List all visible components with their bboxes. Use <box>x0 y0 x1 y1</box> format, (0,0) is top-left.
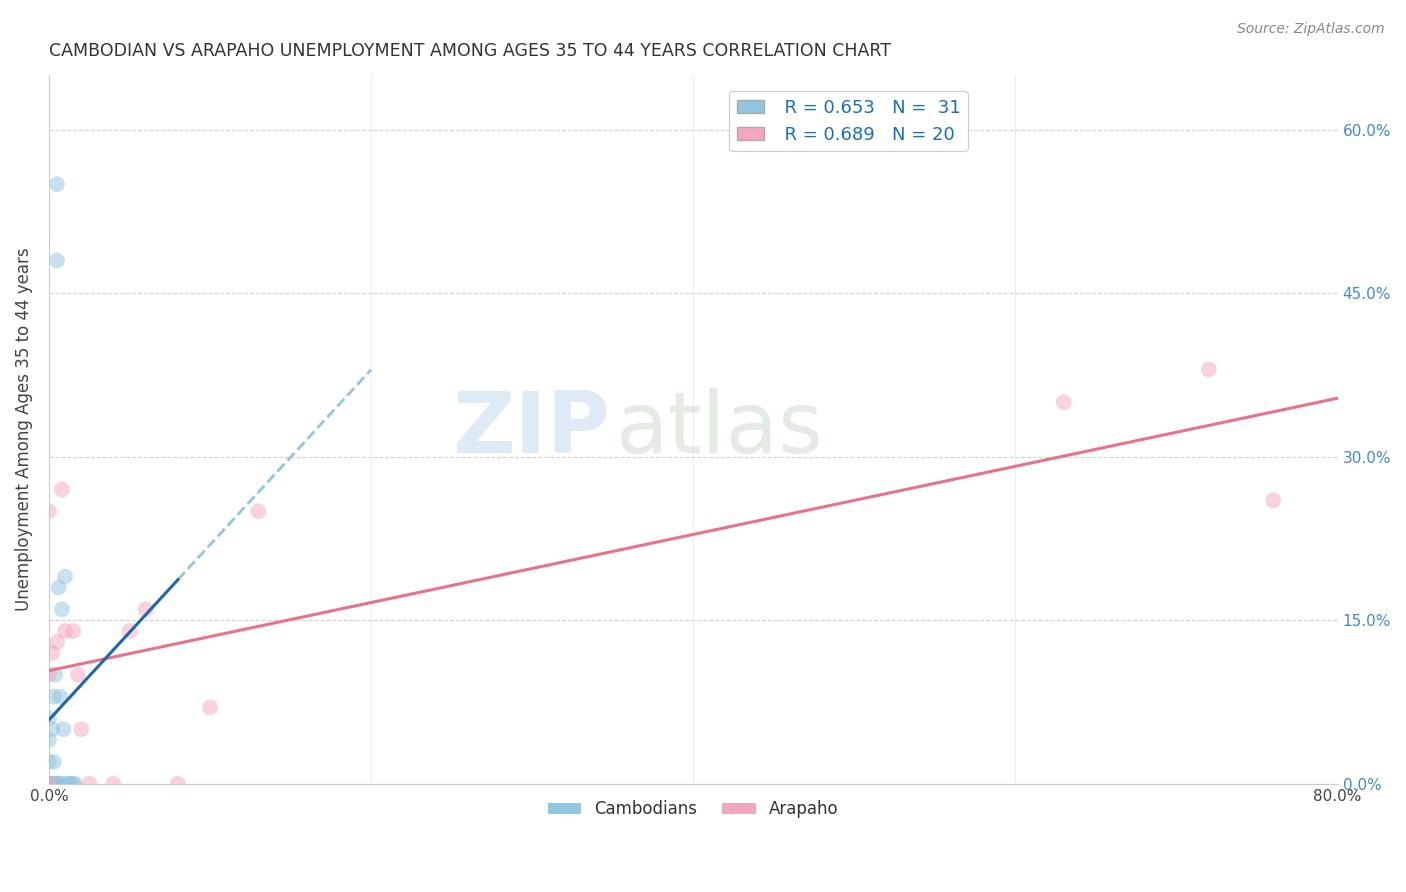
Text: Source: ZipAtlas.com: Source: ZipAtlas.com <box>1237 22 1385 37</box>
Point <box>41 777 63 791</box>
Point <box>77 777 100 791</box>
Point <box>38 777 60 791</box>
Point <box>38 733 60 747</box>
Point <box>38 667 60 681</box>
Point <box>38 711 60 725</box>
Point <box>1263 493 1285 508</box>
Legend: Cambodians, Arapaho: Cambodians, Arapaho <box>541 794 845 825</box>
Point <box>1053 395 1076 409</box>
Point <box>42 690 65 704</box>
Point <box>38 777 60 791</box>
Point <box>62 624 84 639</box>
Text: ZIP: ZIP <box>451 388 610 471</box>
Point <box>198 700 221 714</box>
Point <box>63 777 86 791</box>
Point <box>48 777 70 791</box>
Point <box>247 504 270 518</box>
Point <box>59 777 82 791</box>
Point <box>51 483 73 497</box>
Point <box>38 777 60 791</box>
Point <box>38 777 60 791</box>
Point <box>166 777 188 791</box>
Text: atlas: atlas <box>616 388 824 471</box>
Point <box>46 635 69 649</box>
Point <box>62 777 84 791</box>
Point <box>49 690 72 704</box>
Point <box>46 777 69 791</box>
Point <box>38 777 60 791</box>
Point <box>53 569 76 583</box>
Point <box>38 777 60 791</box>
Point <box>38 777 60 791</box>
Y-axis label: Unemployment Among Ages 35 to 44 years: Unemployment Among Ages 35 to 44 years <box>15 248 32 611</box>
Point <box>48 581 70 595</box>
Point <box>118 624 141 639</box>
Point <box>53 624 76 639</box>
Point <box>58 777 80 791</box>
Point <box>66 667 89 681</box>
Point <box>1198 362 1220 376</box>
Point <box>41 723 63 737</box>
Point <box>38 504 60 518</box>
Point <box>44 777 66 791</box>
Point <box>38 755 60 769</box>
Point <box>52 723 75 737</box>
Point <box>44 667 66 681</box>
Point <box>41 646 63 660</box>
Point <box>38 777 60 791</box>
Point <box>70 723 93 737</box>
Point <box>103 777 125 791</box>
Point <box>53 777 76 791</box>
Point <box>51 602 73 616</box>
Text: CAMBODIAN VS ARAPAHO UNEMPLOYMENT AMONG AGES 35 TO 44 YEARS CORRELATION CHART: CAMBODIAN VS ARAPAHO UNEMPLOYMENT AMONG … <box>49 42 891 60</box>
Point <box>49 777 72 791</box>
Point <box>46 253 69 268</box>
Point <box>135 602 157 616</box>
Point <box>46 178 69 192</box>
Point <box>42 755 65 769</box>
